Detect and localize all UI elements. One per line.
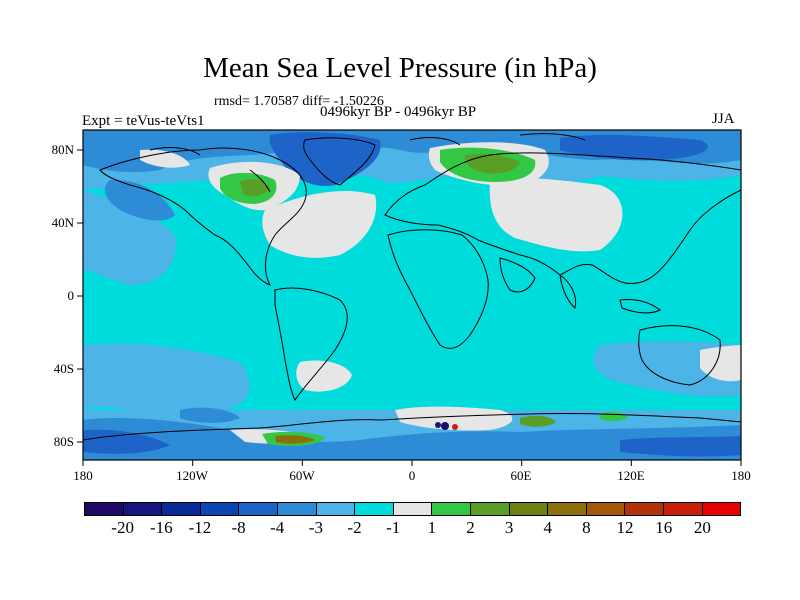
colorbar-swatch: [509, 503, 549, 515]
colorbar-label: -3: [308, 518, 323, 537]
colorbar-swatch: [200, 503, 240, 515]
colorbar-swatch: [548, 503, 587, 515]
colorbar-swatch: [625, 503, 664, 515]
colorbar-swatch: [85, 503, 124, 515]
positive-regions: [220, 147, 628, 446]
lat-tick-label: 80S: [53, 434, 74, 449]
coastlines: [82, 133, 742, 441]
colorbar-label: -12: [188, 518, 212, 537]
lat-tick-label: 40N: [51, 215, 74, 230]
colorbar-label: 1: [427, 518, 437, 537]
colorbar-label: 12: [616, 518, 634, 537]
colorbar-label: -4: [270, 518, 285, 537]
lat-tick-label: 40S: [53, 361, 74, 376]
colorbar-label: -1: [386, 518, 401, 537]
season-label: JJA: [712, 111, 735, 127]
lon-tick-label: 60W: [289, 468, 315, 483]
colorbar-swatch: [702, 503, 741, 515]
colorbar-swatch: [355, 503, 394, 515]
colorbar-swatch: [277, 503, 317, 515]
colorbar-swatch: [586, 503, 626, 515]
lon-tick-label: 0: [408, 468, 416, 483]
period-label: 0496kyr BP - 0496kyr BP: [320, 104, 477, 120]
colorbar-swatch: [470, 503, 510, 515]
colorbar: [84, 502, 741, 516]
colorbar-label: 4: [543, 518, 553, 537]
colorbar-label: 8: [582, 518, 591, 537]
colorbar-swatch: [316, 503, 356, 515]
colorbar-label: 20: [693, 518, 711, 537]
lon-ticks: [82, 460, 742, 466]
coastal-extremes: [435, 422, 458, 430]
lon-tick-label: 60E: [510, 468, 532, 483]
colorbar-swatch: [239, 503, 278, 515]
colorbar-swatch: [162, 503, 201, 515]
lat-tick-label: 0: [67, 288, 75, 303]
lat-tick-label: 80N: [51, 142, 74, 157]
colorbar-label: 3: [504, 518, 514, 537]
colorbar-swatch: [663, 503, 703, 515]
lon-tick-label: 120W: [176, 468, 208, 483]
colorbar-label: -2: [347, 518, 362, 537]
colorbar-swatch: [393, 503, 433, 515]
colorbar-label: 16: [655, 518, 673, 537]
lon-tick-label: 180: [731, 468, 751, 483]
plot-title: Mean Sea Level Pressure (in hPa): [203, 52, 597, 84]
colorbar-swatch: [432, 503, 471, 515]
colorbar-swatch: [123, 503, 163, 515]
lon-tick-label: 120E: [617, 468, 645, 483]
lon-tick-label: 180: [73, 468, 93, 483]
colorbar-label: -8: [231, 518, 246, 537]
colorbar-label: 2: [466, 518, 475, 537]
colorbar-label: -20: [111, 518, 134, 537]
lat-ticks: [77, 149, 83, 443]
colorbar-label: -16: [149, 518, 173, 537]
experiment-label: Expt = teVus-teVts1: [82, 113, 205, 129]
rmsd-diff-stats: rmsd= 1.70587 diff= -1.50226: [214, 94, 384, 109]
